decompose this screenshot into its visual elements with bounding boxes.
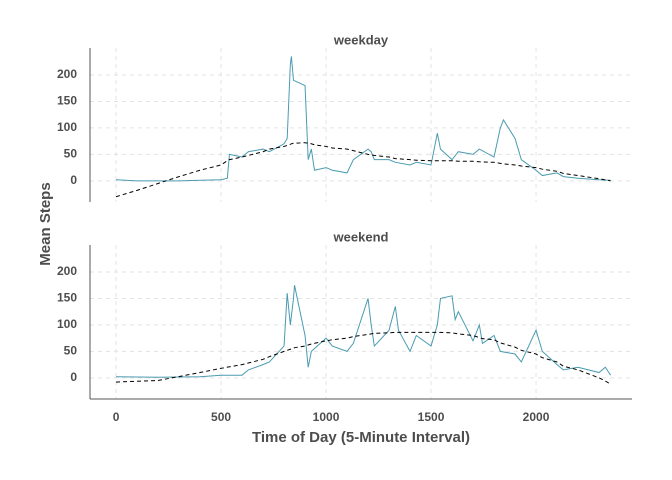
data-line: [116, 285, 611, 378]
y-tick-label: 50: [64, 344, 78, 358]
y-axis-title: Mean Steps: [37, 182, 54, 265]
data-line: [115, 142, 611, 198]
data-line: [116, 331, 611, 385]
x-tick-label: 1000: [313, 410, 340, 424]
y-tick-label: 0: [70, 370, 77, 384]
x-tick-label: 1500: [418, 410, 445, 424]
y-tick-label: 150: [57, 291, 77, 305]
x-tick-label: 0: [113, 410, 120, 424]
y-tick-label: 0: [70, 173, 77, 187]
data-line: [116, 56, 611, 182]
x-tick-label: 2000: [523, 410, 550, 424]
x-axis-title: Time of Day (5-Minute Interval): [252, 429, 470, 446]
y-tick-label: 200: [57, 264, 77, 278]
y-tick-label: 100: [57, 317, 77, 331]
facet-title: weekday: [333, 32, 389, 47]
y-tick-label: 150: [57, 94, 77, 108]
y-tick-label: 200: [57, 67, 77, 81]
x-tick-label: 500: [211, 410, 231, 424]
y-tick-label: 100: [57, 120, 77, 134]
facet-title: weekend: [333, 229, 389, 244]
y-tick-label: 50: [64, 147, 78, 161]
